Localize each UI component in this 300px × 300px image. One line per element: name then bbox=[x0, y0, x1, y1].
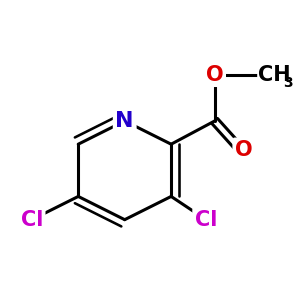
Text: O: O bbox=[235, 140, 253, 160]
Text: N: N bbox=[116, 111, 134, 131]
Text: Cl: Cl bbox=[195, 210, 217, 230]
Text: Cl: Cl bbox=[21, 210, 43, 230]
Text: 3: 3 bbox=[283, 76, 292, 90]
Text: CH: CH bbox=[258, 64, 291, 85]
Text: O: O bbox=[206, 64, 224, 85]
